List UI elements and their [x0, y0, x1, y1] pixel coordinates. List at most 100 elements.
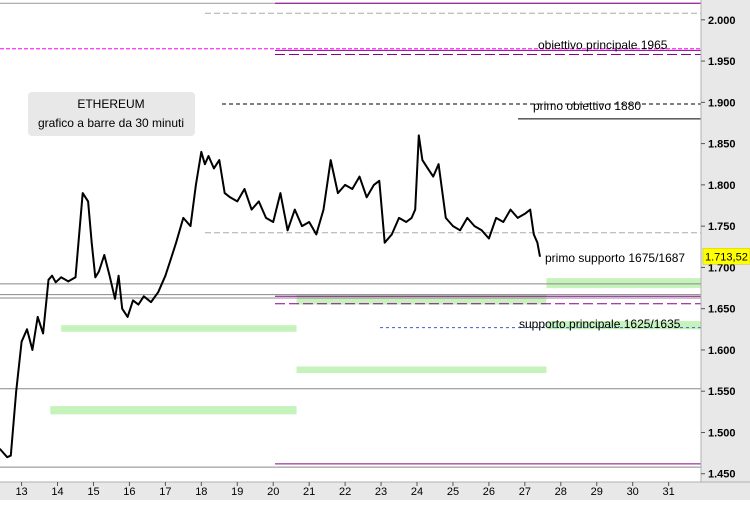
- price-point: [391, 233, 393, 236]
- annotation-main-target: obiettivo principale 1965: [538, 38, 668, 52]
- price-point: [31, 349, 34, 351]
- price-point: [301, 225, 303, 227]
- price-point: [421, 159, 424, 161]
- x-tick-label: 24: [411, 486, 423, 498]
- price-point: [432, 175, 434, 178]
- price-point: [213, 167, 215, 170]
- last-price-label: 1.713,52: [705, 251, 748, 263]
- x-tick-label: 29: [591, 486, 603, 498]
- y-axis: 2.000 1.950 1.900 1.850 1.800 1.750 1.700 1.650…: [700, 0, 750, 482]
- price-point: [26, 328, 28, 331]
- price-point: [488, 237, 490, 240]
- price-point: [204, 163, 206, 166]
- y-tick-label: 1.900: [708, 97, 736, 109]
- price-point: [536, 241, 539, 244]
- price-point: [383, 241, 386, 244]
- price-point: [42, 332, 44, 335]
- y-tick-label: 1.500: [708, 427, 736, 439]
- price-point: [405, 221, 408, 223]
- price-series: [0, 134, 541, 459]
- price-point: [74, 276, 77, 279]
- price-point: [117, 274, 120, 277]
- y-tick-label: 1.750: [708, 221, 736, 233]
- price-point: [466, 217, 469, 219]
- price-point: [516, 217, 519, 219]
- price-point: [373, 184, 375, 186]
- price-point: [54, 281, 57, 284]
- x-tick-label: 20: [267, 486, 279, 498]
- price-point: [126, 316, 129, 318]
- price-point: [200, 151, 203, 153]
- x-tick-label: 27: [519, 486, 531, 498]
- price-point: [36, 316, 39, 318]
- support-zones: [50, 278, 701, 415]
- y-tick-label: 2.000: [708, 15, 736, 27]
- x-tick-label: 25: [447, 486, 459, 498]
- price-point: [137, 303, 140, 306]
- annotations: obiettivo principale 1965 primo obiettiv…: [519, 38, 700, 331]
- price-point: [529, 208, 532, 211]
- x-tick-label: 31: [663, 486, 675, 498]
- price-point: [444, 217, 447, 219]
- price-point: [473, 225, 476, 227]
- price-point: [98, 270, 100, 273]
- x-tick-label: 23: [375, 486, 387, 498]
- x-tick-label: 19: [231, 486, 243, 498]
- price-point: [322, 208, 325, 211]
- price-point: [103, 254, 106, 256]
- price-point: [150, 301, 152, 303]
- price-point: [459, 229, 461, 232]
- price-point: [207, 155, 210, 157]
- y-tick-label: 1.800: [708, 180, 736, 192]
- price-point: [243, 188, 246, 190]
- price-point: [437, 163, 440, 166]
- price-point: [108, 274, 111, 277]
- annotation-first-target: primo obiettivo 1880: [533, 99, 641, 113]
- price-point: [114, 297, 116, 300]
- support-zone: [50, 406, 297, 415]
- price-point: [426, 167, 429, 170]
- x-tick-label: 15: [87, 486, 99, 498]
- y-tick-label: 1.650: [708, 304, 736, 316]
- price-point: [358, 175, 361, 178]
- chart-subtitle: grafico a barre da 30 minuti: [38, 116, 184, 130]
- price-point: [81, 192, 84, 194]
- y-tick-label: 1.550: [708, 386, 736, 398]
- price-point: [2, 452, 5, 454]
- price-point: [495, 217, 497, 219]
- price-point: [218, 159, 221, 161]
- annotation-first-support: primo supporto 1675/1687: [545, 251, 685, 265]
- price-point: [0, 448, 1, 450]
- x-tick-label: 18: [195, 486, 207, 498]
- price-point: [329, 159, 332, 161]
- x-tick-label: 21: [303, 486, 315, 498]
- price-point: [351, 188, 354, 190]
- x-tick-label: 13: [15, 486, 27, 498]
- price-point: [272, 221, 275, 223]
- price-point: [398, 217, 400, 219]
- price-point: [223, 192, 226, 194]
- price-point: [279, 192, 282, 194]
- x-tick-label: 14: [51, 486, 63, 498]
- support-zone: [61, 325, 297, 332]
- price-point: [365, 196, 368, 199]
- x-tick-label: 28: [555, 486, 567, 498]
- price-point: [182, 217, 185, 219]
- price-point: [15, 390, 17, 393]
- price-point: [418, 134, 420, 137]
- price-point: [164, 274, 167, 277]
- price-point: [480, 229, 483, 232]
- price-point: [286, 229, 289, 232]
- y-tick-label: 1.950: [708, 56, 736, 68]
- y-tick-label: 1.700: [708, 262, 736, 274]
- title-box: ETHEREUM grafico a barre da 30 minuti: [28, 92, 195, 136]
- price-point: [250, 208, 253, 211]
- price-point: [229, 196, 231, 199]
- x-tick-label: 16: [123, 486, 135, 498]
- price-point: [175, 241, 177, 244]
- price-point: [524, 212, 526, 215]
- price-point: [378, 179, 381, 182]
- price-point: [9, 454, 12, 457]
- price-point: [47, 278, 50, 281]
- price-point: [87, 200, 89, 203]
